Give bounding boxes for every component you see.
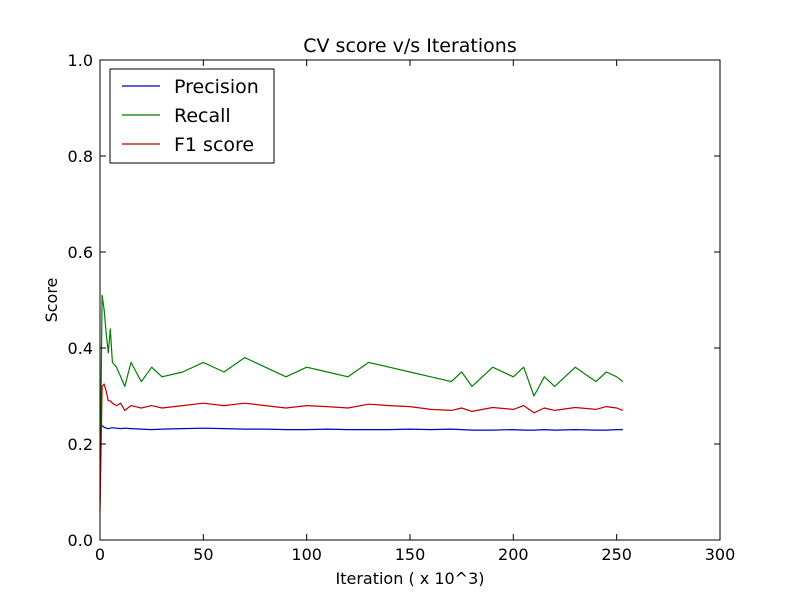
series-line-2 (99, 383, 624, 512)
x-tick-label: 0 (95, 545, 105, 564)
plot-area (99, 294, 624, 512)
y-tick-label: 1.0 (68, 51, 93, 70)
y-tick-label: 0.0 (68, 531, 93, 550)
y-tick-label: 0.2 (68, 435, 93, 454)
x-tick-label: 300 (705, 545, 736, 564)
x-tick-label: 100 (291, 545, 322, 564)
chart-title: CV score v/s Iterations (303, 35, 516, 57)
axis-ticks: 0 50 100 150 200 250 300 0.0 0.2 0.4 0.6 0.8 1.0 (68, 51, 736, 564)
legend-entry-0: Precision (174, 76, 259, 98)
legend: Precision Recall F1 score (109, 68, 275, 164)
y-tick-label: 0.6 (68, 243, 93, 262)
x-tick-label: 200 (498, 545, 529, 564)
series-line-0 (99, 424, 623, 431)
y-tick-label: 0.4 (68, 339, 93, 358)
legend-entry-1: Recall (174, 105, 231, 127)
x-tick-label: 50 (193, 545, 213, 564)
y-axis-label: Score (42, 278, 61, 323)
legend-entry-2: F1 score (174, 134, 254, 156)
legend-box (109, 68, 275, 164)
x-tick-label: 150 (395, 545, 426, 564)
series-line-1 (99, 294, 624, 502)
x-axis-label: Iteration ( x 10^3) (335, 569, 484, 588)
x-tick-label: 250 (601, 545, 632, 564)
y-tick-label: 0.8 (68, 147, 93, 166)
